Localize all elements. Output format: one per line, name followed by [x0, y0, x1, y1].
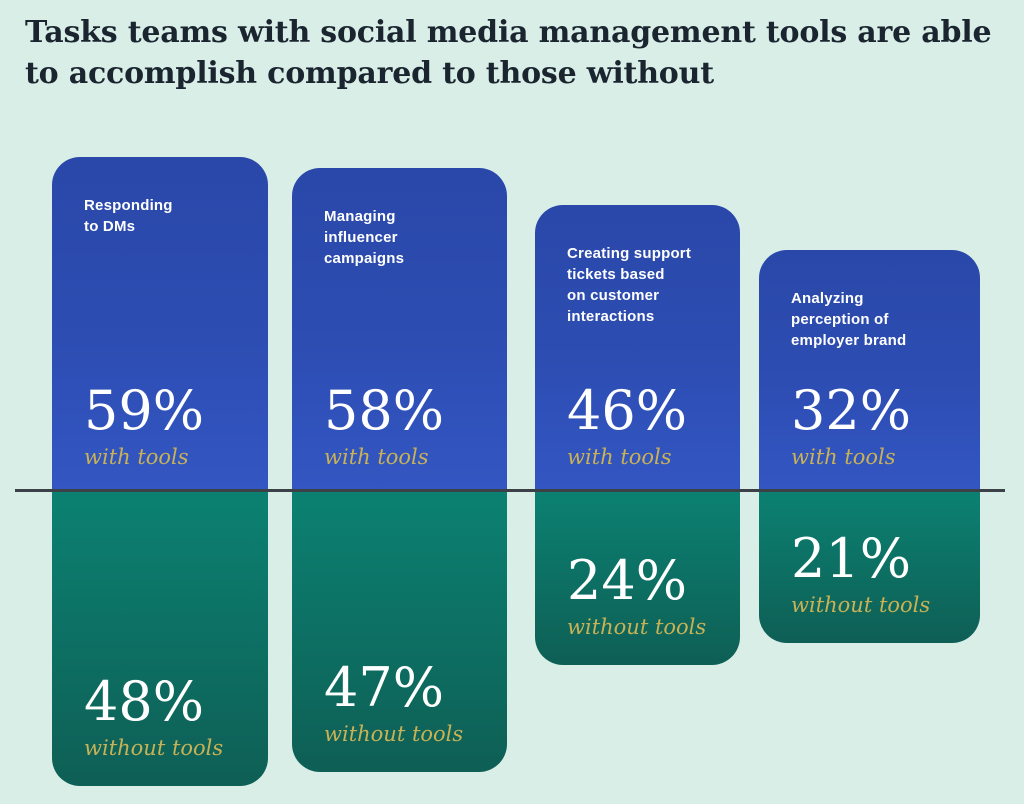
with-tools-value: 32%	[791, 378, 912, 442]
without-tools-stat: 24% without tools	[567, 553, 714, 639]
without-tools-caption: without tools	[324, 722, 464, 746]
bar-column-analyzing-employer-brand: Analyzing perception of employer brand 3…	[759, 250, 980, 643]
without-tools-bar: 21% without tools	[759, 491, 980, 643]
without-tools-value: 21%	[791, 526, 912, 590]
without-tools-caption: without tools	[567, 615, 707, 639]
with-tools-caption: with tools	[324, 445, 429, 469]
with-tools-stat: 32% with tools	[791, 383, 954, 469]
without-tools-caption: without tools	[791, 593, 931, 617]
with-tools-value: 58%	[324, 378, 445, 442]
without-tools-caption: without tools	[84, 736, 224, 760]
with-tools-caption: with tools	[791, 445, 896, 469]
bar-column-creating-support-tickets: Creating support tickets based on custom…	[535, 205, 740, 665]
baseline-divider	[15, 489, 1005, 492]
with-tools-stat: 46% with tools	[567, 383, 714, 469]
without-tools-value: 48%	[84, 669, 205, 733]
with-tools-bar: Analyzing perception of employer brand 3…	[759, 250, 980, 491]
with-tools-bar: Responding to DMs 59% with tools	[52, 157, 268, 491]
without-tools-stat: 21% without tools	[791, 531, 954, 617]
without-tools-bar: 47% without tools	[292, 491, 507, 772]
task-label: Creating support tickets based on custom…	[567, 245, 692, 325]
with-tools-stat: 58% with tools	[324, 383, 481, 469]
chart-title: Tasks teams with social media management…	[25, 15, 992, 92]
with-tools-value: 59%	[84, 378, 205, 442]
without-tools-stat: 48% without tools	[84, 674, 242, 760]
bar-column-responding-to-dms: Responding to DMs 59% with tools 48% wit…	[52, 157, 268, 786]
without-tools-stat: 47% without tools	[324, 660, 481, 746]
task-label: Analyzing perception of employer brand	[791, 290, 907, 349]
without-tools-value: 24%	[567, 548, 688, 612]
without-tools-bar: 48% without tools	[52, 491, 268, 786]
with-tools-caption: with tools	[84, 445, 189, 469]
bar-column-managing-influencer-campaigns: Managing influencer campaigns 58% with t…	[292, 168, 507, 772]
with-tools-stat: 59% with tools	[84, 383, 242, 469]
without-tools-value: 47%	[324, 655, 445, 719]
with-tools-bar: Creating support tickets based on custom…	[535, 205, 740, 491]
with-tools-bar: Managing influencer campaigns 58% with t…	[292, 168, 507, 491]
with-tools-caption: with tools	[567, 445, 672, 469]
without-tools-bar: 24% without tools	[535, 491, 740, 665]
task-label: Managing influencer campaigns	[324, 208, 405, 267]
task-label: Responding to DMs	[84, 197, 173, 235]
with-tools-value: 46%	[567, 378, 688, 442]
